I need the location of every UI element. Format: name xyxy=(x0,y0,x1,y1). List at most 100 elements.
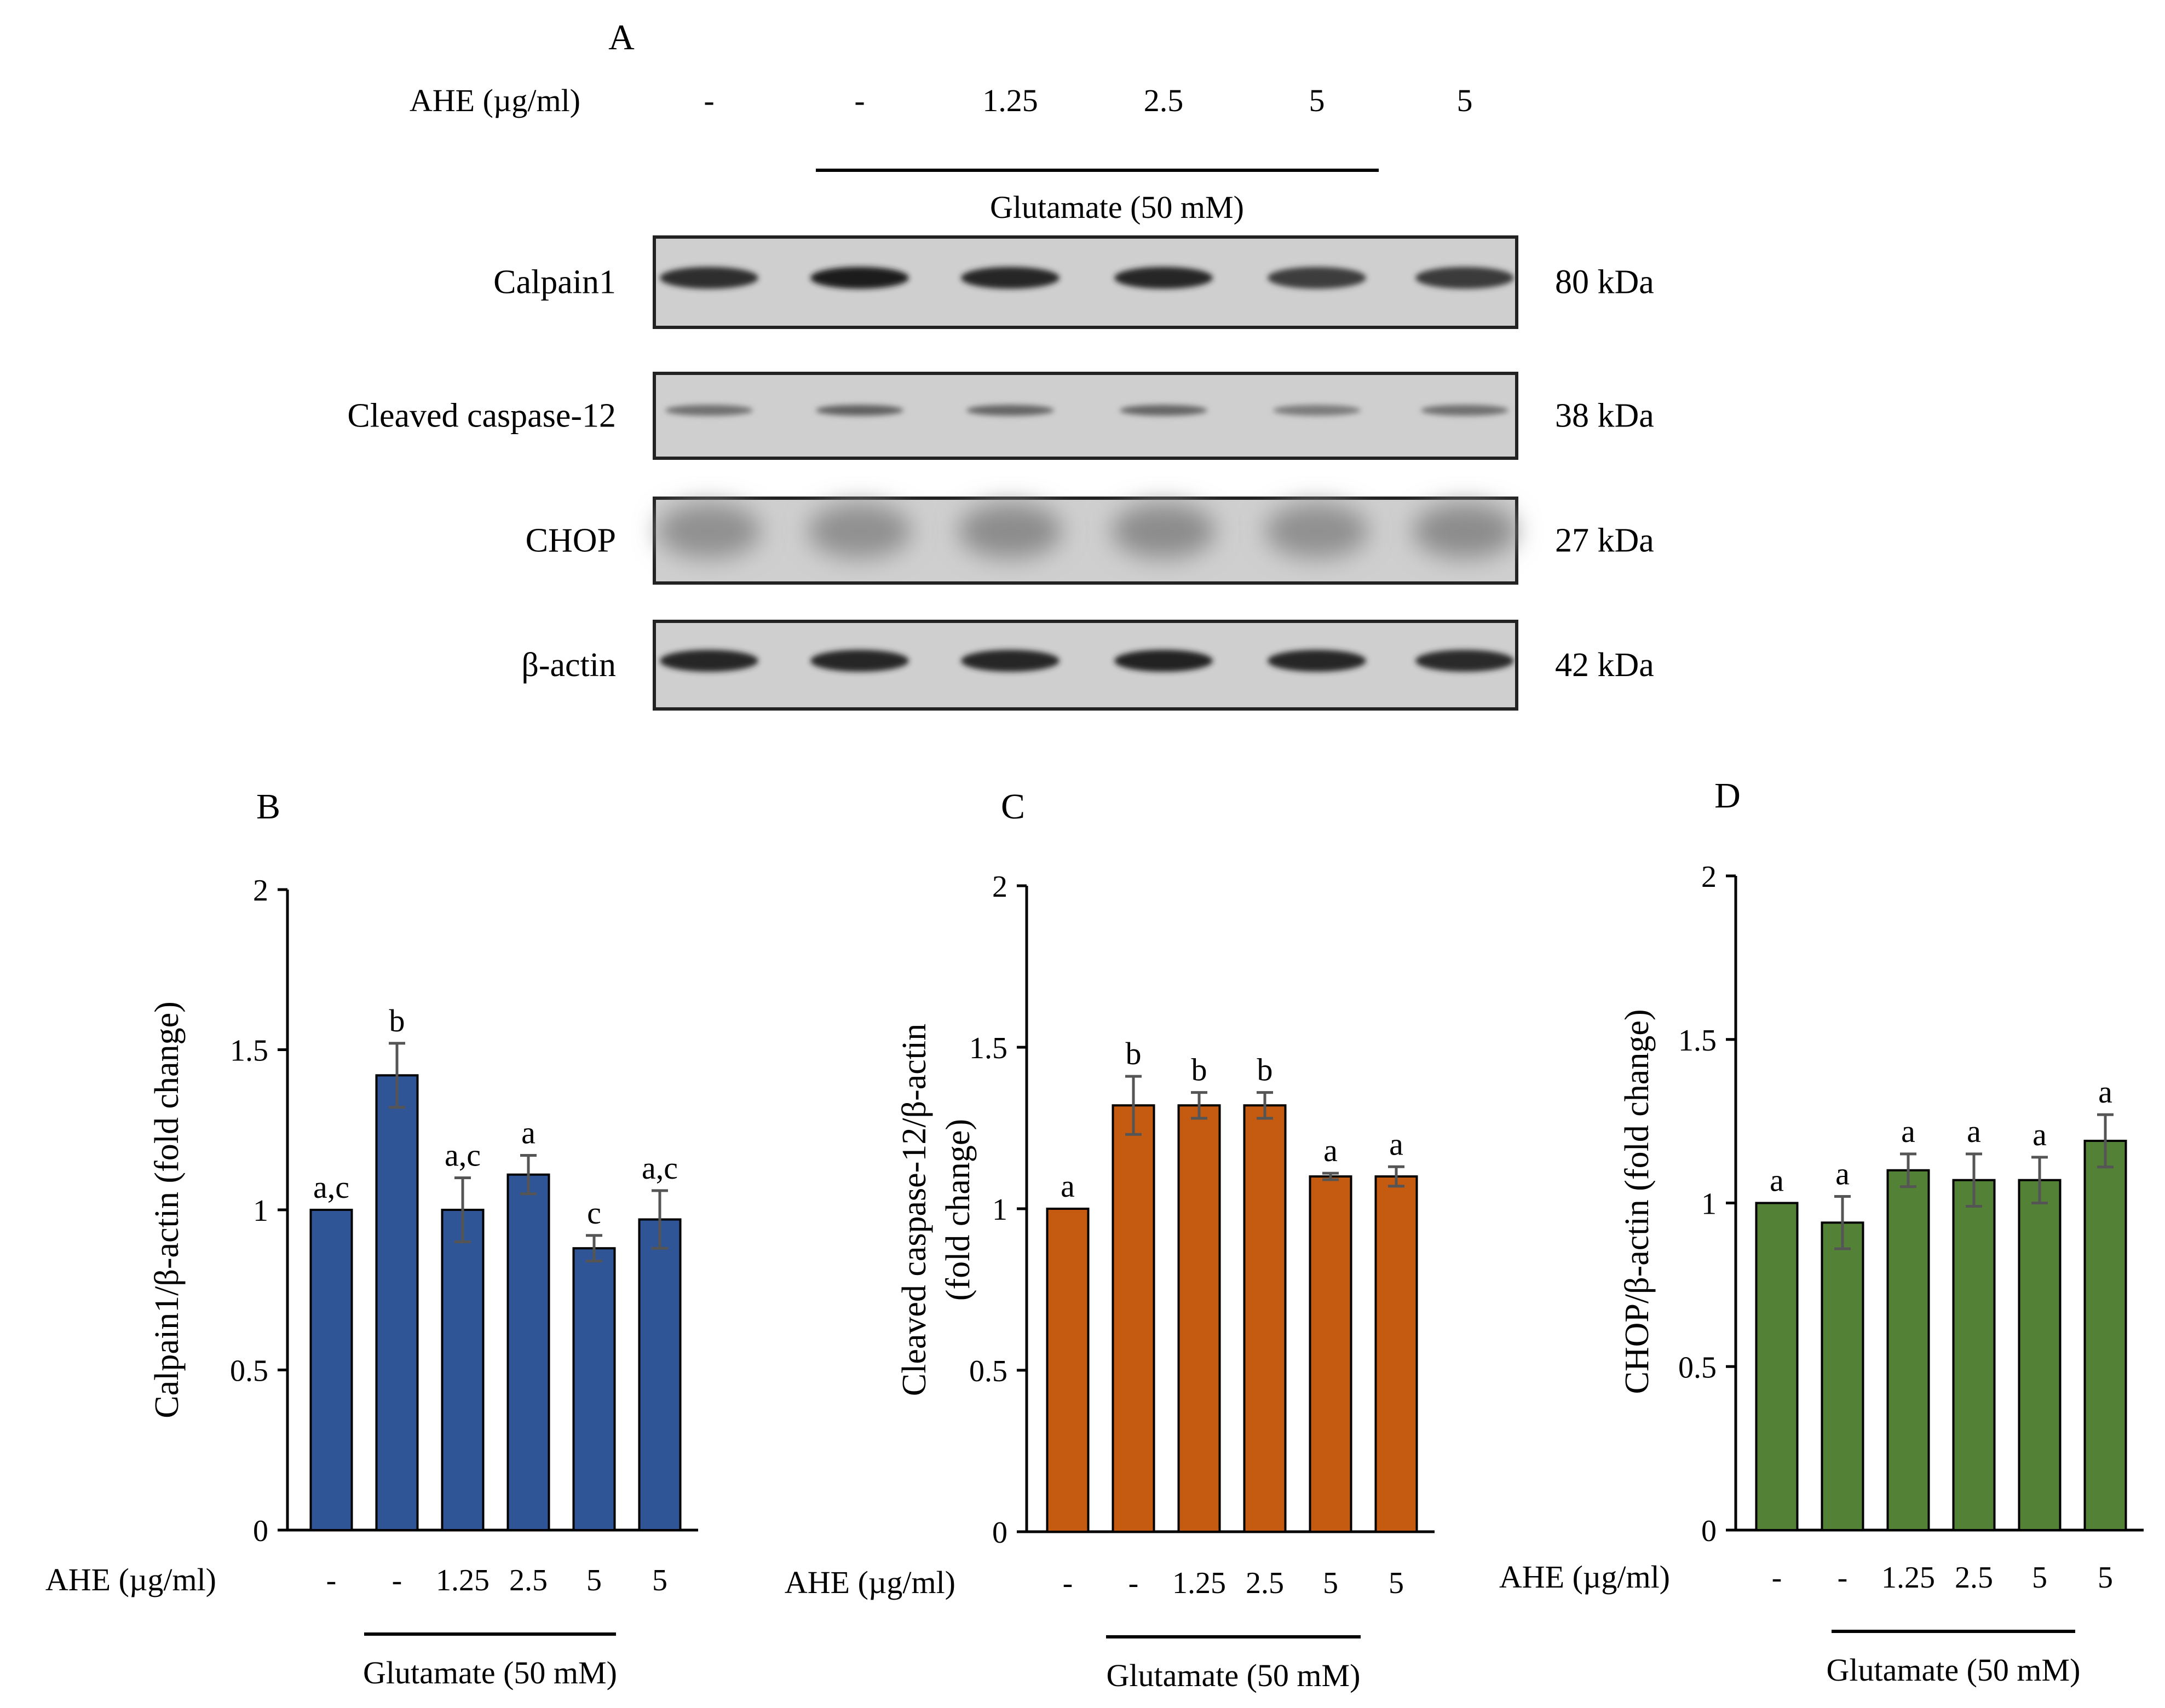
significance-label: a xyxy=(521,1115,536,1151)
blot-membrane xyxy=(653,620,1518,711)
panel-letter: C xyxy=(1001,787,1025,827)
blot-membrane xyxy=(653,372,1518,460)
panel-a: A AHE (µg/ml) - - 1.25 2.5 5 5 Glutamate (50 … xyxy=(347,18,1654,711)
blot-band xyxy=(1415,267,1514,289)
significance-label: b xyxy=(1126,1036,1142,1071)
y-tick-label: 2 xyxy=(253,874,268,908)
x-tick-label: 5 xyxy=(586,1563,602,1597)
x-tick-label: - xyxy=(1128,1566,1139,1600)
blot-band xyxy=(810,267,909,289)
y-tick-label: 1.5 xyxy=(230,1034,268,1068)
protein-label: Cleaved caspase-12 xyxy=(347,397,616,435)
bar xyxy=(1886,1169,1930,1531)
bar xyxy=(572,1247,616,1531)
bar xyxy=(2083,1139,2127,1532)
blot-band xyxy=(961,650,1060,672)
significance-label: a,c xyxy=(445,1138,481,1173)
y-tick-label: 1.5 xyxy=(1678,1024,1717,1058)
size-label: 80 kDa xyxy=(1555,264,1654,301)
x-tick-label: 5 xyxy=(1389,1566,1404,1600)
y-axis-label: CHOP/β-actin (fold change) xyxy=(1619,1009,1656,1394)
significance-label: a xyxy=(1967,1113,1981,1149)
significance-label: a xyxy=(1901,1113,1915,1149)
x-axis-prefix-label: AHE (µg/ml) xyxy=(45,1562,216,1597)
blot-band xyxy=(660,650,758,672)
panel-letter: D xyxy=(1714,776,1741,816)
y-tick-label: 0 xyxy=(992,1516,1007,1550)
size-label: 42 kDa xyxy=(1555,647,1654,684)
bar xyxy=(1243,1104,1287,1533)
size-label: 27 kDa xyxy=(1555,522,1654,559)
bar xyxy=(441,1209,485,1531)
bar xyxy=(1952,1179,1996,1532)
bar xyxy=(375,1074,419,1532)
protein-label: β-actin xyxy=(521,647,616,684)
blot-band xyxy=(660,267,758,289)
x-tick-label: 5 xyxy=(2032,1561,2047,1595)
panel-letter: B xyxy=(256,787,280,827)
protein-label: CHOP xyxy=(526,522,616,559)
bar xyxy=(1309,1175,1352,1533)
bar xyxy=(1755,1202,1799,1531)
panel-a-treatment-label: AHE (µg/ml) xyxy=(410,83,580,118)
dose-label: 5 xyxy=(1309,83,1325,118)
blot-band xyxy=(816,405,903,416)
dose-label: 5 xyxy=(1457,83,1473,118)
significance-label: b xyxy=(389,1003,405,1038)
significance-label: a,c xyxy=(642,1150,678,1186)
x-tick-label: - xyxy=(392,1563,402,1597)
blot-band xyxy=(1120,405,1207,416)
blot-band xyxy=(810,650,909,672)
blot-band xyxy=(1421,405,1508,416)
y-tick-label: 0.5 xyxy=(1678,1351,1717,1384)
y-axis-label-line: (fold change) xyxy=(940,1119,977,1301)
y-tick-label: 0.5 xyxy=(969,1354,1007,1388)
blot-band xyxy=(1114,650,1213,672)
y-tick-label: 0 xyxy=(1701,1514,1717,1548)
bar xyxy=(1821,1221,1864,1532)
blot-band xyxy=(966,405,1054,416)
bar xyxy=(2018,1179,2062,1532)
significance-label: a xyxy=(1061,1168,1075,1204)
significance-label: c xyxy=(587,1195,601,1231)
blot-band xyxy=(1415,650,1514,672)
y-tick-label: 1.5 xyxy=(969,1031,1007,1065)
dose-label: - xyxy=(704,83,714,118)
significance-label: a xyxy=(1770,1163,1784,1198)
x-axis-prefix-label: AHE (µg/ml) xyxy=(785,1565,955,1600)
significance-label: a,c xyxy=(313,1169,349,1205)
bar xyxy=(1177,1104,1221,1533)
x-tick-label: 2.5 xyxy=(1955,1561,1993,1595)
significance-label: b xyxy=(1257,1052,1273,1088)
y-axis-label: Cleaved caspase-12/β-actin (fold change) xyxy=(896,1024,977,1397)
bar xyxy=(309,1209,353,1531)
x-axis-prefix-label: AHE (µg/ml) xyxy=(1499,1559,1670,1595)
blot-band xyxy=(961,267,1060,289)
panel-a-group-label: Glutamate (50 mM) xyxy=(990,189,1244,225)
y-axis-label-line: Cleaved caspase-12/β-actin xyxy=(896,1024,933,1397)
blot-band xyxy=(1268,650,1366,672)
significance-label: a xyxy=(2032,1117,2047,1152)
dose-label: - xyxy=(854,83,865,118)
blot-band xyxy=(665,405,753,416)
blot-membrane xyxy=(653,235,1518,329)
chart-panel-b: B 0 0.5 1 1.5 2 Calpain1/β-actin (fold change)… xyxy=(45,787,698,1690)
significance-label: a xyxy=(1389,1126,1403,1162)
bar xyxy=(506,1173,550,1531)
blot-band xyxy=(1114,267,1213,289)
y-tick-label: 2 xyxy=(992,870,1007,904)
x-tick-label: - xyxy=(1063,1566,1073,1600)
x-tick-label: 1.25 xyxy=(1881,1561,1935,1595)
y-tick-label: 2 xyxy=(1701,860,1717,894)
x-tick-label: 5 xyxy=(1323,1566,1338,1600)
x-tick-label: 2.5 xyxy=(509,1563,548,1597)
blot-band xyxy=(1265,503,1369,558)
bar xyxy=(638,1218,682,1532)
chart-panel-d: D 0 0.5 1 1.5 2 CHOP/β-actin (fold change) a - a -… xyxy=(1499,776,2144,1688)
chart-panel-c: C 0 0.5 1 1.5 2 Cleaved caspase-12/β-actin (fol… xyxy=(785,787,1435,1693)
significance-label: a xyxy=(1323,1133,1338,1168)
x-tick-label: 5 xyxy=(2098,1561,2113,1595)
blot-membrane xyxy=(653,497,1518,585)
bar xyxy=(1112,1104,1155,1533)
